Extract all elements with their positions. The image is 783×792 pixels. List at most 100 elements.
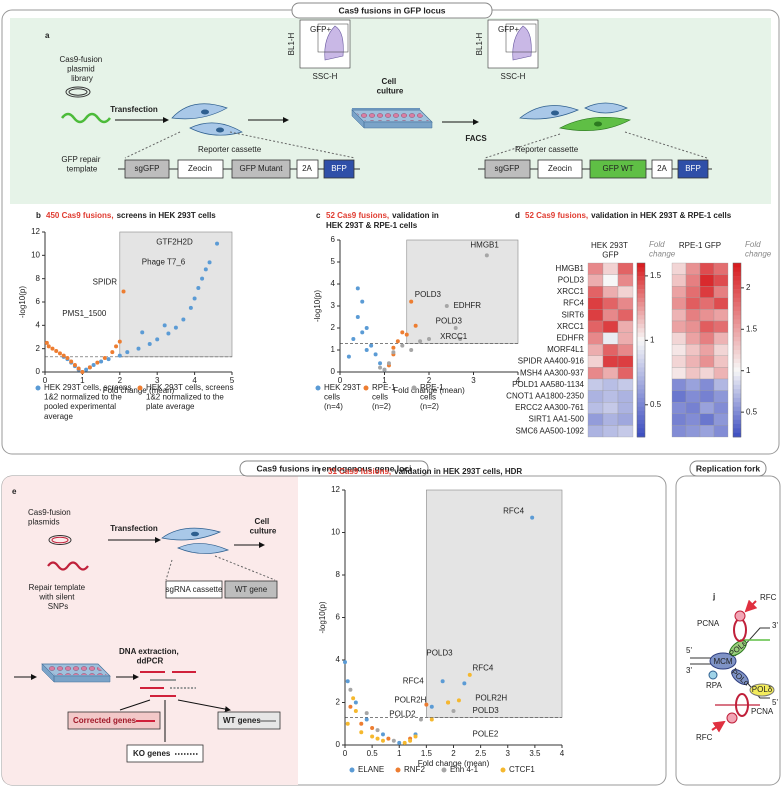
- row-label: MORF4L1: [547, 345, 584, 354]
- legend-swatch: [441, 767, 447, 773]
- colorbar-step: [733, 332, 741, 338]
- point: [44, 340, 49, 345]
- point: [57, 351, 62, 356]
- heat-cell: [671, 320, 687, 333]
- text-line: DNA extraction,: [119, 647, 181, 656]
- colorbar-step: [733, 297, 741, 303]
- x-tick-label: 3: [471, 376, 476, 385]
- point: [348, 687, 353, 692]
- cassette-label: WT gene: [235, 585, 268, 594]
- y-tick-label: 6: [36, 297, 41, 306]
- arrow: [711, 720, 726, 733]
- annotation: POLD3: [472, 706, 499, 715]
- point: [91, 363, 96, 367]
- point: [348, 704, 353, 709]
- label: 5': [772, 698, 778, 707]
- annotation: POLR2H: [394, 695, 426, 704]
- arrow: [744, 599, 758, 613]
- point: [370, 734, 375, 739]
- legend-label: Enh 4-1: [450, 765, 479, 774]
- label: Cas9-fusion plasmids: [28, 508, 73, 527]
- point: [351, 696, 356, 701]
- annotation: POLD2: [389, 709, 416, 718]
- point: [458, 337, 463, 341]
- heat-cell: [617, 309, 634, 322]
- point: [173, 325, 178, 330]
- colorbar-step: [733, 428, 741, 433]
- point: [346, 354, 351, 359]
- point: [72, 363, 77, 367]
- colorbar-step: [733, 302, 741, 307]
- heat-cell: [713, 355, 729, 368]
- colorbar-step: [637, 289, 645, 294]
- cassette-label: Zeocin: [188, 164, 212, 173]
- point: [215, 241, 220, 246]
- text-line: ddPCR: [137, 657, 164, 666]
- point: [65, 356, 70, 360]
- cassette-label: sgRNA cassette: [166, 585, 223, 594]
- colorbar-frame: [636, 262, 646, 438]
- result-box: [67, 711, 161, 730]
- text-line: HEK 293T: [591, 241, 630, 250]
- heat-cell: [587, 425, 604, 438]
- heat-cell: [587, 309, 604, 322]
- colorbar-step: [733, 293, 741, 299]
- cassette-box: [224, 580, 278, 599]
- flow-plot: [487, 19, 539, 69]
- label: GFP repair template: [61, 155, 102, 174]
- colorbar-step: [637, 354, 645, 359]
- point: [413, 734, 418, 739]
- x-tick-label: 2: [427, 376, 432, 385]
- legend-swatch: [363, 385, 369, 391]
- colorbar-step: [733, 393, 741, 399]
- point: [440, 679, 445, 684]
- plate: [351, 108, 433, 129]
- row-label: MSH4 AA300-937: [520, 368, 585, 377]
- point: [343, 660, 347, 665]
- point: [54, 349, 59, 353]
- result-label: KO genes: [133, 749, 171, 758]
- y-tick-label: 0: [36, 367, 41, 376]
- heat-cell: [671, 332, 687, 345]
- point: [351, 337, 356, 341]
- point: [429, 717, 434, 722]
- text-line: change: [745, 250, 772, 259]
- text-line: RPE-1: [420, 383, 446, 392]
- point: [391, 350, 396, 355]
- point: [121, 289, 126, 294]
- colorbar-step: [733, 389, 741, 394]
- colorbar-step: [637, 297, 645, 303]
- heat-cell: [602, 262, 619, 275]
- colorbar-step: [733, 350, 741, 355]
- heat-cell: [685, 402, 701, 414]
- heat-cell: [602, 297, 619, 310]
- label: PCNA: [697, 619, 720, 628]
- heat-cell: [617, 355, 634, 368]
- legend-swatch: [500, 767, 506, 773]
- text-line: with silent: [38, 593, 76, 602]
- heat-cell: [587, 332, 604, 345]
- colorbar-step: [637, 428, 645, 433]
- colorbar-step: [733, 415, 741, 420]
- heat-cell: [713, 413, 729, 426]
- y-tick-label: 4: [36, 320, 41, 329]
- y-tick-label: 1: [331, 345, 336, 354]
- point: [380, 738, 385, 743]
- row-label: POLD3: [558, 276, 585, 285]
- colorbar-label: Fold change: [745, 240, 772, 259]
- text-line: Cas9-fusion: [28, 508, 73, 517]
- colorbar-step: [733, 345, 741, 351]
- heat-cell: [713, 367, 729, 380]
- heat-cell: [699, 355, 715, 368]
- text-line: plate average: [146, 402, 195, 411]
- point: [117, 353, 122, 358]
- heat-cell: [685, 355, 701, 368]
- point: [378, 365, 383, 370]
- text-line: HEK 293T: [324, 383, 363, 392]
- heat-cell: [602, 309, 619, 322]
- x-tick-label: 4: [516, 376, 521, 385]
- cassette-label: BFP: [331, 164, 347, 173]
- text-line: (n=2): [372, 402, 391, 411]
- heat-cell: [602, 274, 619, 287]
